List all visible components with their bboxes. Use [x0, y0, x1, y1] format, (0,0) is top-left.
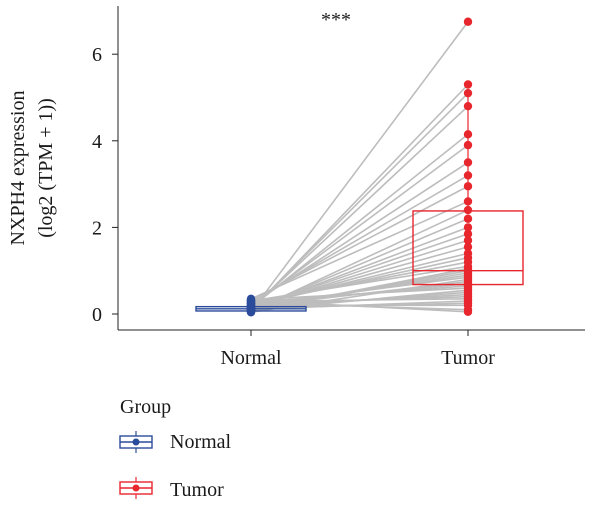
- tumor-point: [463, 140, 473, 150]
- tumor-point: [463, 80, 473, 89]
- legend-key-tumor: [119, 477, 153, 499]
- x-ticks: Normal Tumor: [220, 330, 495, 369]
- tumor-point: [463, 229, 473, 239]
- paired-lines: [250, 21, 469, 314]
- tumor-point: [463, 223, 473, 232]
- significance-label: ***: [321, 9, 351, 31]
- tumor-point: [463, 182, 473, 191]
- pair-line: [250, 185, 469, 301]
- legend-title: Group: [120, 396, 171, 418]
- x-tick-label: Normal: [220, 347, 282, 369]
- pair-line: [250, 287, 469, 301]
- y-axis-label: NXPH4 expression: [7, 91, 29, 246]
- tumor-point: [463, 236, 473, 245]
- y-tick-label: 6: [92, 44, 102, 66]
- pair-line: [250, 298, 469, 303]
- pair-line: [250, 200, 469, 300]
- y-tick-label: 0: [92, 304, 102, 326]
- pair-line: [250, 92, 469, 311]
- tumor-point: [463, 205, 473, 215]
- tumor-point: [463, 197, 473, 206]
- legend-key-normal: [119, 431, 153, 453]
- pair-line: [250, 265, 469, 302]
- x-tick-label: Tumor: [441, 347, 495, 369]
- y-tick-label: 4: [92, 131, 102, 153]
- tumor-point: [463, 171, 473, 180]
- y-tick-label: 2: [92, 217, 102, 239]
- tumor-point: [463, 88, 473, 98]
- pair-line: [250, 105, 469, 310]
- pair-line: [250, 144, 469, 307]
- legend-label-normal: Normal: [170, 431, 232, 453]
- tumor-point: [463, 214, 473, 223]
- tumor-point: [463, 307, 473, 317]
- tumor-point: [463, 101, 473, 111]
- tumor-point: [463, 242, 473, 252]
- tumor-point: [463, 130, 473, 139]
- y-ticks: 0 2 4 6: [92, 44, 118, 326]
- data-points: [246, 17, 473, 317]
- pair-line: [250, 299, 469, 313]
- pair-line: [250, 21, 469, 313]
- y-axis-label-units: (log2 (TPM + 1)): [35, 98, 57, 238]
- tumor-point: [463, 158, 473, 167]
- legend: Group Normal Tumor: [119, 396, 232, 501]
- normal-point: [246, 296, 256, 305]
- pair-line: [250, 261, 469, 304]
- legend-label-tumor: Tumor: [170, 479, 224, 501]
- tumor-point: [463, 17, 473, 26]
